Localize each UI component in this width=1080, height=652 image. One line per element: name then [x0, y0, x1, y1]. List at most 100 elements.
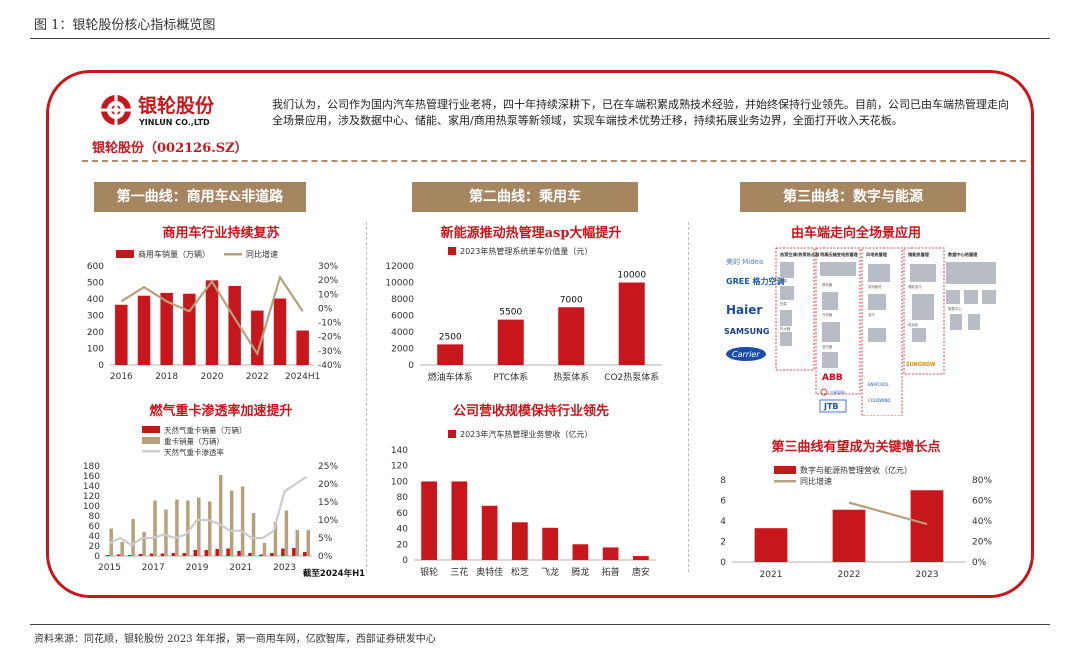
x-tick-label: 2015 — [98, 563, 121, 573]
chart-commercial: 商用车销量（万辆） 同比增速 0 100 200 300 400 500 600 -40% -30%… — [87, 249, 342, 382]
bar-sales — [183, 293, 196, 365]
section-header-2: 第二曲线：乘用车 — [412, 182, 638, 212]
bar-heavy — [295, 530, 300, 556]
y2-tick-label: 10% — [318, 290, 338, 300]
svg-text:空调: 空调 — [780, 278, 787, 283]
line-penetration — [108, 475, 308, 547]
logo-en: YINLUN CO.,LTD — [138, 118, 210, 127]
svg-text:换热器: 换热器 — [822, 282, 833, 287]
bar-sales — [296, 330, 309, 365]
bar-gas — [171, 553, 176, 556]
chart-title-scene: 由车端走向全场景应用 — [790, 226, 921, 241]
chart-revenue: 2023年汽车热管理业务营收（亿元） 0 20 40 60 80 100 120 140 银轮 三花… — [391, 429, 656, 578]
bar-revenue — [451, 481, 468, 560]
y-tick-label: 100 — [391, 477, 408, 487]
bar-revenue — [633, 556, 649, 560]
x-tick-label: 奥特佳 — [476, 566, 503, 578]
chart-title-gas: 燃气重卡渗透率加速提升 — [149, 404, 293, 419]
y2-tick-label: 5% — [318, 534, 333, 544]
bar-sales — [205, 280, 219, 365]
bar-gas — [182, 553, 187, 556]
legend-label: 2023年汽车热管理业务营收（亿元） — [460, 429, 592, 439]
bar-heavy — [229, 490, 234, 556]
col-title-5: 数据中心热管理 — [948, 251, 978, 258]
bar-sales — [160, 292, 173, 365]
bar-gas — [259, 554, 263, 556]
bar-gas — [237, 551, 241, 556]
brand-jtb: JTB — [823, 402, 839, 411]
legend-swatch-gas — [142, 426, 160, 433]
y-tick-label: 0 — [98, 361, 104, 371]
legend-label-bar: 数字与能源热管理营收（亿元） — [800, 465, 912, 475]
bar-heavy — [306, 530, 311, 556]
brand-samsung: SAMSUNG — [724, 327, 769, 336]
brand-coldwind: COLDWIND — [868, 398, 890, 403]
y2-tick-label: 20% — [318, 276, 338, 286]
separator-2 — [688, 222, 689, 572]
y-tick-label: 60 — [397, 509, 409, 519]
chart-title-revenue: 公司营收规模保持行业领先 — [452, 404, 609, 419]
bar-heavy — [197, 497, 201, 556]
group-box-storage — [903, 247, 945, 375]
brand-sanxing: 三星科技 — [829, 389, 845, 395]
legend-label-bar: 商用车销量（万辆） — [138, 249, 210, 259]
y-tick-label: 8000 — [391, 295, 414, 305]
bar-gas — [149, 553, 154, 556]
chart-asp: 2023年热管理系统单车价值量（元） 0 2000 4000 6000 8000 10000… — [385, 246, 662, 383]
bar-heavy — [164, 509, 168, 556]
y2-tick-label: 40% — [972, 517, 992, 527]
x-tick-label: 2017 — [142, 563, 165, 573]
brand-haier: Haier — [726, 303, 762, 317]
bar-gas — [226, 548, 230, 556]
top-rule — [30, 38, 1050, 39]
bar-asp — [558, 307, 585, 365]
application-scene-panel: 美的 Midea GREE 格力空调 Haier SAMSUNG Carrier… — [722, 247, 996, 416]
legend-swatch — [448, 247, 456, 255]
x-tick-label: 银轮 — [420, 566, 438, 578]
x-tick-label: 2022 — [838, 570, 861, 580]
y2-tick-label: 60% — [972, 497, 992, 507]
y-tick-label: 10000 — [385, 279, 414, 289]
data-label: 5500 — [499, 308, 522, 318]
bar-heavy — [240, 486, 245, 556]
x-tick-label: 热泵体系 — [553, 371, 589, 383]
section-header-1: 第一曲线：商用车&非道路 — [94, 182, 306, 212]
bar-gas — [127, 555, 132, 556]
y-tick-label: 40 — [397, 525, 409, 535]
legend-swatch — [448, 430, 456, 438]
y-tick-label: 0 — [408, 361, 414, 371]
legend-label-pen: 天然气重卡渗透率 — [164, 447, 224, 457]
bar-sales — [251, 310, 264, 365]
section-header-3: 第三曲线：数字与能源 — [740, 182, 966, 212]
bar-sales — [228, 285, 241, 365]
bar-heavy — [120, 542, 124, 556]
chart-gas-truck: 天然气重卡销量（万辆）重卡销量（万辆）天然气重卡渗透率0204060801001… — [83, 425, 365, 579]
bar-heavy — [175, 499, 179, 556]
data-label: 7000 — [560, 295, 583, 305]
bottom-rule — [30, 624, 1050, 625]
bar-gas — [215, 549, 219, 556]
chart-title-digital: 第三曲线有望成为关键增长点 — [771, 440, 941, 455]
x-tick-label: 2021 — [229, 563, 252, 573]
bar-gas — [204, 550, 208, 556]
y2-tick-label: -40% — [318, 361, 342, 371]
bar-digital — [910, 490, 944, 562]
y-tick-label: 120 — [391, 462, 408, 472]
svg-text:变压器: 变压器 — [822, 344, 833, 349]
y2-tick-label: 15% — [318, 498, 338, 508]
x-tick-label: 飞龙 — [541, 566, 559, 578]
svg-text:冷却器: 冷却器 — [822, 312, 833, 317]
y-tick-label: 20 — [89, 542, 101, 552]
y2-tick-label: 0% — [972, 558, 987, 568]
legend-swatch-pen — [142, 450, 160, 453]
x-tick-label: 三花 — [450, 566, 468, 578]
bar-sales — [273, 298, 287, 365]
y2-tick-label: 20% — [318, 480, 338, 490]
legend-label-line: 同比增速 — [800, 476, 832, 486]
group-box-wind — [861, 247, 903, 416]
bar-gas — [105, 555, 110, 556]
bar-revenue — [542, 527, 558, 560]
x-tick-label: 松芝 — [511, 566, 529, 578]
chart-title-asp: 新能源推动热管理asp大幅提升 — [440, 226, 622, 241]
bar-heavy — [262, 543, 267, 556]
